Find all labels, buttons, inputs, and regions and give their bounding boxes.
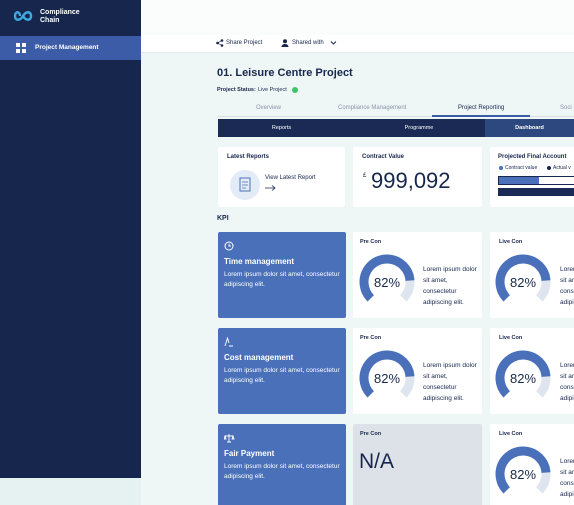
gauge-arc (495, 254, 551, 302)
top-strip (141, 0, 574, 35)
kpi-text: Lorem ipsum dolor sit amet, consectetur … (423, 266, 477, 306)
menu-icon (16, 43, 26, 53)
kpi-text: Lorem ipsum dolor sit amet, consectetur … (560, 266, 574, 306)
gauge: 82% (359, 350, 415, 398)
tab-underline (432, 115, 530, 117)
status-value: Live Project (258, 87, 287, 93)
gauge-arc (359, 254, 415, 302)
gauge: 82% (495, 446, 551, 494)
kpi-icon (224, 337, 233, 347)
icon-shape (224, 337, 233, 347)
tab[interactable]: Compliance Management (338, 105, 407, 111)
share-icon (216, 39, 224, 47)
card-label: Live Con (499, 239, 523, 245)
kpi-text: Lorem ipsum dolor sit amet, consectetur … (224, 271, 340, 288)
subtab[interactable]: Dashboard (485, 119, 574, 137)
brand: Compliance Chain (40, 9, 80, 24)
kpi-title: Cost management (224, 353, 294, 362)
icon-shape (228, 243, 231, 247)
subtab[interactable]: Programme (353, 119, 485, 137)
toolbar (141, 35, 574, 53)
gauge: 82% (359, 254, 415, 302)
live-con-card: Live Con 82% Lorem ipsum dolor sit amet, c… (490, 328, 574, 414)
card-label: Live Con (499, 335, 523, 341)
menu-label: Project Management (35, 44, 99, 51)
subtab-label: Reports (271, 125, 292, 131)
kpi-text: Lorem ipsum dolor sit amet, consectetur … (224, 367, 340, 384)
contract-value-card: Contract Value £ 999,092 (353, 147, 482, 207)
user-icon (281, 39, 289, 47)
subtab[interactable]: Reports (218, 119, 345, 137)
gauge-label: 82% (374, 371, 400, 386)
legend-label: Actual v (553, 165, 571, 171)
live-con-card: Live Con 82% Lorem ipsum dolor sit amet, c… (490, 232, 574, 318)
gauge: 82% (495, 254, 551, 302)
projected-card: Projected Final Account Contract value A… (490, 147, 574, 207)
gauge-label: 82% (374, 275, 400, 290)
share-button[interactable]: Share Project (226, 40, 263, 46)
report-icon (230, 170, 260, 200)
tabs-line (218, 116, 574, 117)
card-title: Contract Value (362, 154, 405, 160)
status-label: Project Status: (217, 87, 256, 93)
card-label: Pre Con (360, 239, 382, 245)
bar-track (498, 176, 574, 185)
kpi-text: Lorem ipsum dolor sit amet, consectetur … (560, 458, 574, 498)
gauge-arc (359, 350, 415, 398)
latest-reports-card: Latest Reports View Latest Report (218, 147, 345, 207)
sidebar-foot (0, 478, 141, 505)
gauge-label: 82% (510, 467, 536, 482)
gauge: 82% (495, 350, 551, 398)
card-label: Pre Con (360, 335, 382, 341)
na-label: N/A (359, 450, 395, 473)
kpi-text: Lorem ipsum dolor sit amet, consectetur … (560, 362, 574, 402)
tab[interactable]: Soci (560, 105, 572, 111)
pre-con-card: Pre Con 82% Lorem ipsum dolor sit amet, co… (353, 232, 482, 318)
chevron (330, 41, 337, 45)
report-link[interactable]: View Latest Report (265, 175, 316, 181)
gauge-arc (495, 350, 551, 398)
kpi-title: Fair Payment (224, 449, 275, 458)
card-label: Pre Con (360, 431, 382, 437)
kpi-card: Cost management Lorem ipsum dolor sit ame… (218, 328, 346, 414)
card-label: Live Con (499, 431, 523, 437)
subtab-label: Programme (404, 125, 434, 131)
legend-label: Contract value (505, 165, 538, 171)
bar (498, 188, 574, 196)
pre-con-card: Pre Con 82% Lorem ipsum dolor sit amet, co… (353, 328, 482, 414)
kpi-text: Lorem ipsum dolor sit amet, consectetur … (224, 463, 340, 480)
sidebar: Compliance Chain Project Management (0, 0, 141, 478)
gauge-arc (495, 446, 551, 494)
kpi-title: KPI (217, 215, 229, 222)
legend-dot (547, 166, 551, 170)
currency: £ (363, 173, 367, 179)
kpi-title: Time management (224, 257, 295, 266)
logo-icon (13, 11, 33, 21)
card-title: Projected Final Account (498, 154, 567, 160)
tab[interactable]: Project Reporting (458, 105, 505, 111)
status-dot (292, 87, 298, 93)
pre-con-card: Pre Con N/A (353, 424, 482, 505)
kpi-icon (224, 241, 234, 251)
icon-shape (224, 434, 235, 443)
subtab-label: Dashboard (515, 125, 544, 131)
icon-shape (224, 241, 234, 251)
card-title: Latest Reports (227, 154, 270, 160)
gauge-label: 82% (510, 371, 536, 386)
kpi-card: Time management Lorem ipsum dolor sit ame… (218, 232, 346, 318)
shared-with[interactable]: Shared with (292, 40, 324, 46)
legend-dot (499, 166, 503, 170)
tab[interactable]: Overview (256, 105, 282, 111)
menu-item[interactable]: Project Management (0, 36, 141, 60)
contract-amount: 999,092 (371, 168, 451, 193)
live-con-card: Live Con 82% Lorem ipsum dolor sit amet, c… (490, 424, 574, 505)
kpi-text: Lorem ipsum dolor sit amet, consectetur … (423, 362, 477, 402)
project-title: 01. Leisure Centre Project (217, 67, 353, 79)
kpi-icon (224, 434, 235, 443)
kpi-card: Fair Payment Lorem ipsum dolor sit amet, … (218, 424, 346, 505)
arrow (265, 185, 276, 191)
gauge-label: 82% (510, 275, 536, 290)
